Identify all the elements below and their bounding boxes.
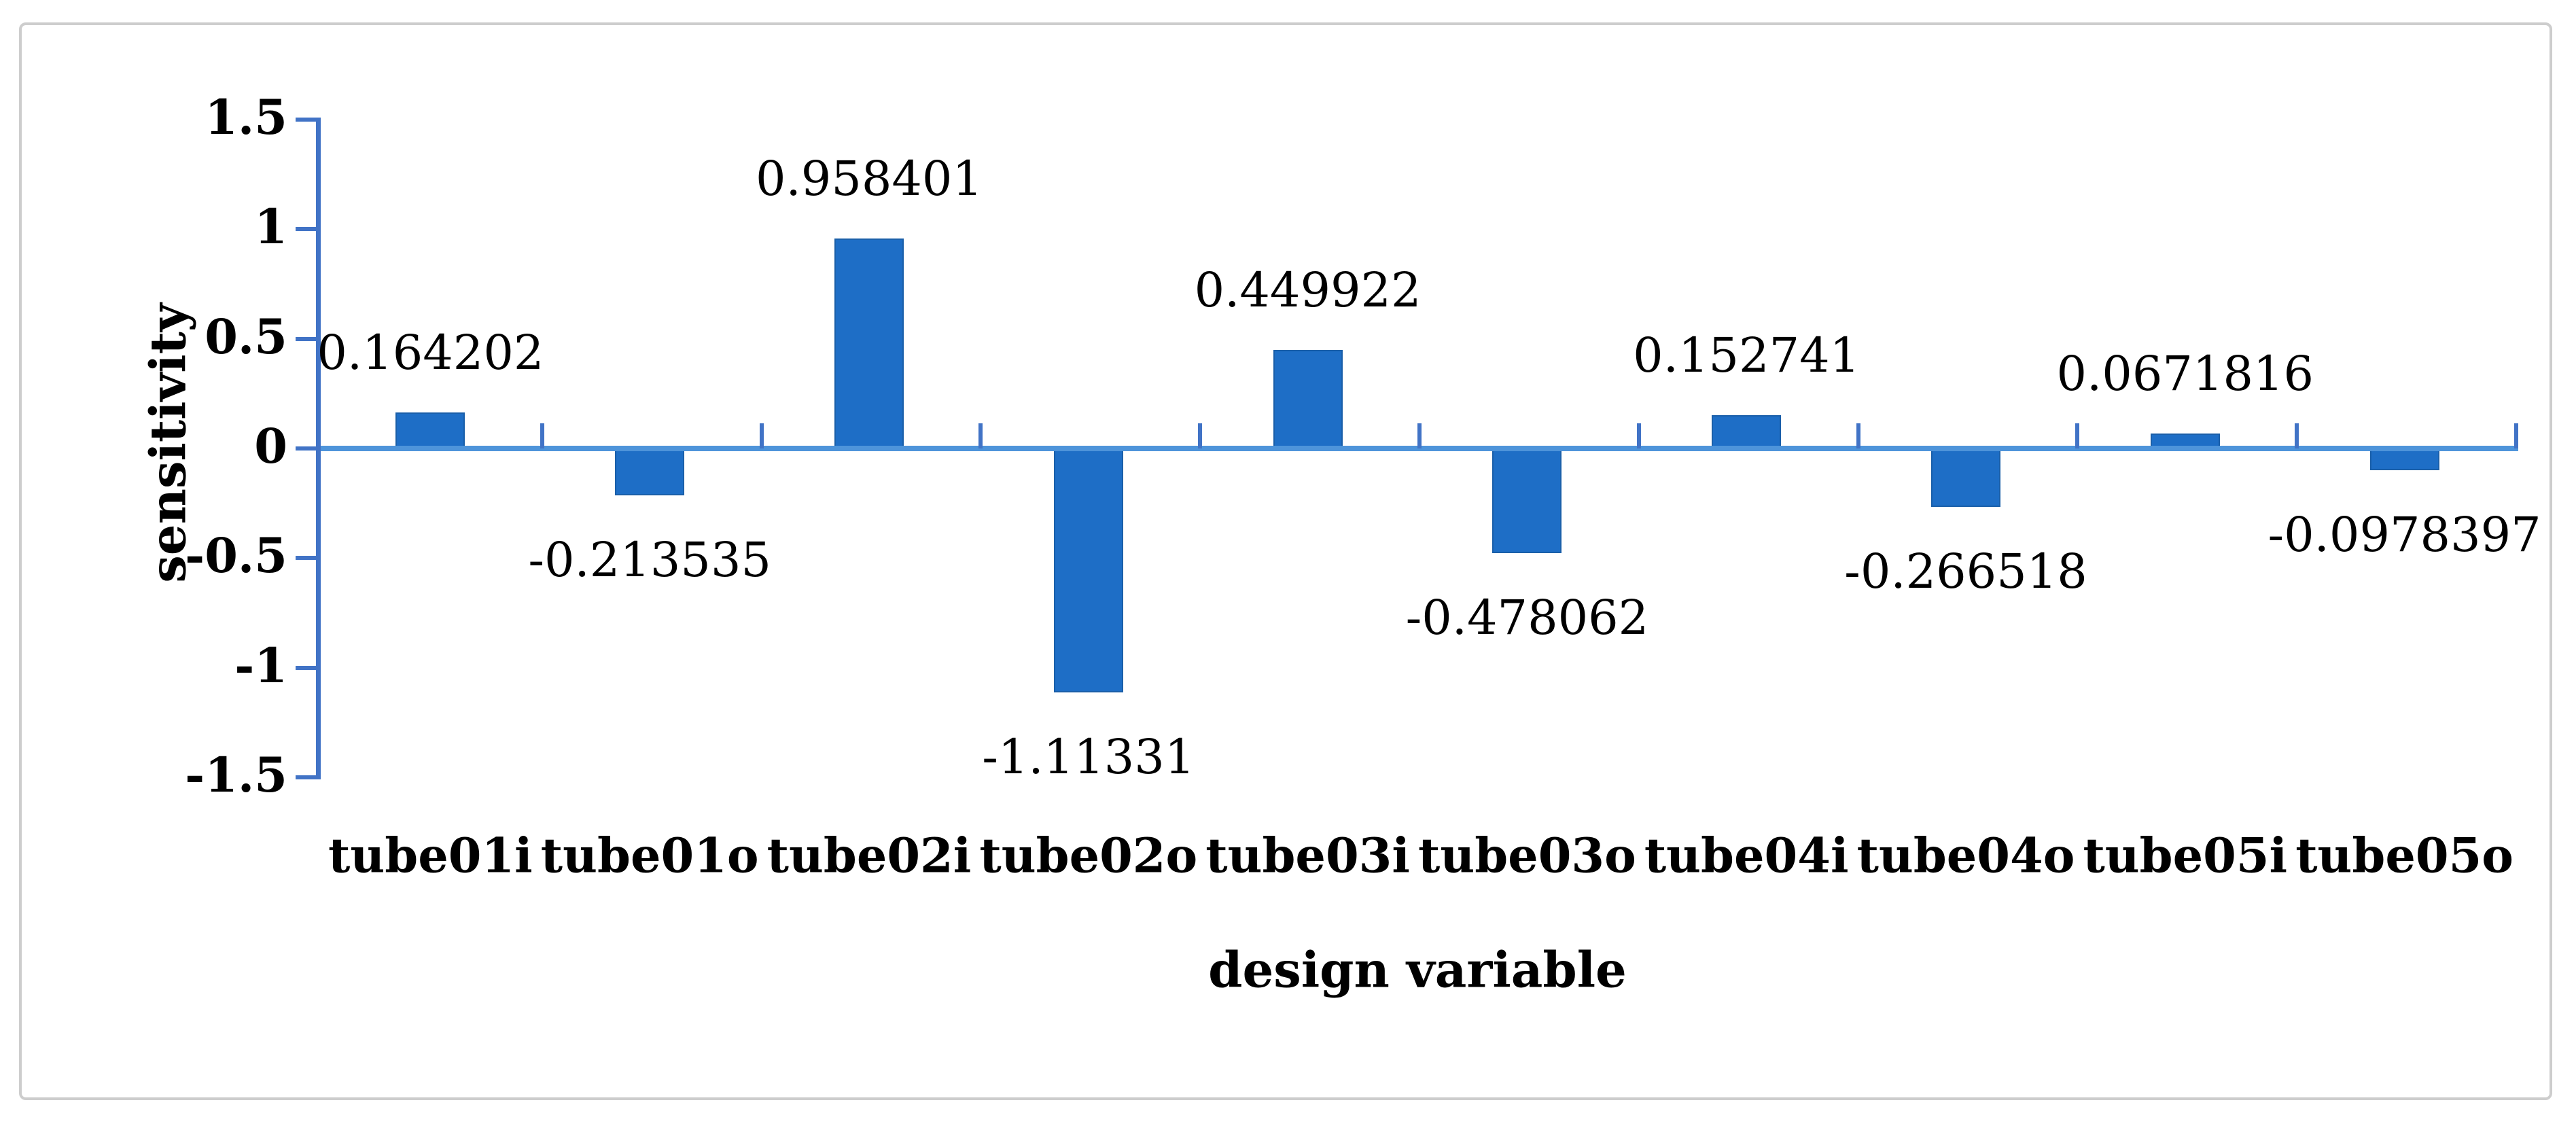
- bar-tube01o: [615, 448, 685, 495]
- x-tick: [1636, 423, 1641, 448]
- x-axis-title: design variable: [1208, 940, 1627, 999]
- y-tick: [296, 117, 316, 122]
- bar-tube02i: [834, 238, 904, 448]
- data-label-tube05o: -0.0978397: [2268, 506, 2541, 563]
- y-tick-label: 1: [254, 198, 287, 255]
- figure-frame: sensitivity design variable 1.5 1 0.5 0 -0.5…: [19, 22, 2552, 1100]
- y-tick: [296, 556, 316, 561]
- category-label-tube05o: tube05o: [2295, 827, 2513, 884]
- data-label-tube04o: -0.266518: [1844, 544, 2087, 599]
- y-tick-label: -0.5: [185, 527, 287, 584]
- bar-tube03i: [1273, 349, 1343, 448]
- x-tick: [2075, 423, 2080, 448]
- bar-tube03o: [1492, 448, 1562, 554]
- category-label-tube04o: tube04o: [1856, 827, 2075, 884]
- y-tick-label: 1.5: [205, 89, 287, 146]
- y-tick: [296, 446, 316, 451]
- data-label-tube02i: 0.958401: [755, 150, 983, 207]
- x-tick: [1417, 423, 1422, 448]
- category-label-tube05i: tube05i: [2083, 827, 2288, 884]
- data-label-tube04i: 0.152741: [1633, 327, 1860, 383]
- x-tick: [2514, 423, 2518, 448]
- category-label-tube01o: tube01o: [540, 827, 759, 884]
- y-tick-label: 0.5: [205, 308, 287, 365]
- y-tick: [296, 775, 316, 780]
- bar-tube02o: [1053, 448, 1123, 693]
- chart-plot-area: sensitivity design variable 1.5 1 0.5 0 -0.5…: [22, 25, 2549, 1097]
- category-label-tube04i: tube04i: [1644, 827, 1849, 884]
- bar-tube05o: [2369, 448, 2439, 470]
- y-tick: [296, 227, 316, 232]
- x-tick: [759, 423, 764, 448]
- category-label-tube02i: tube02i: [766, 827, 972, 884]
- category-label-tube02o: tube02o: [979, 827, 1198, 884]
- y-axis-line: [316, 117, 321, 780]
- y-tick-label: 0: [254, 418, 287, 475]
- data-label-tube01i: 0.164202: [317, 325, 544, 381]
- y-tick-label: -1: [234, 637, 287, 694]
- bar-tube04i: [1712, 414, 1782, 448]
- data-label-tube01o: -0.213535: [528, 531, 772, 588]
- x-tick: [1856, 423, 1860, 448]
- y-tick: [296, 665, 316, 670]
- x-tick: [540, 423, 544, 448]
- category-label-tube01i: tube01i: [328, 827, 533, 884]
- x-tick: [978, 423, 983, 448]
- category-label-tube03o: tube03o: [1417, 827, 1636, 884]
- data-label-tube03i: 0.449922: [1194, 262, 1422, 318]
- y-tick: [296, 336, 316, 341]
- data-label-tube05i: 0.0671816: [2056, 346, 2314, 402]
- x-tick: [1198, 423, 1203, 448]
- x-axis-line: [321, 446, 2518, 451]
- x-tick: [2295, 423, 2299, 448]
- y-tick-label: -1.5: [185, 747, 287, 804]
- bar-tube04o: [1931, 448, 2000, 507]
- category-label-tube03i: tube03i: [1205, 827, 1410, 884]
- data-label-tube03o: -0.478062: [1405, 590, 1649, 646]
- data-label-tube02o: -1.11331: [982, 729, 1195, 785]
- bar-tube01i: [395, 412, 465, 448]
